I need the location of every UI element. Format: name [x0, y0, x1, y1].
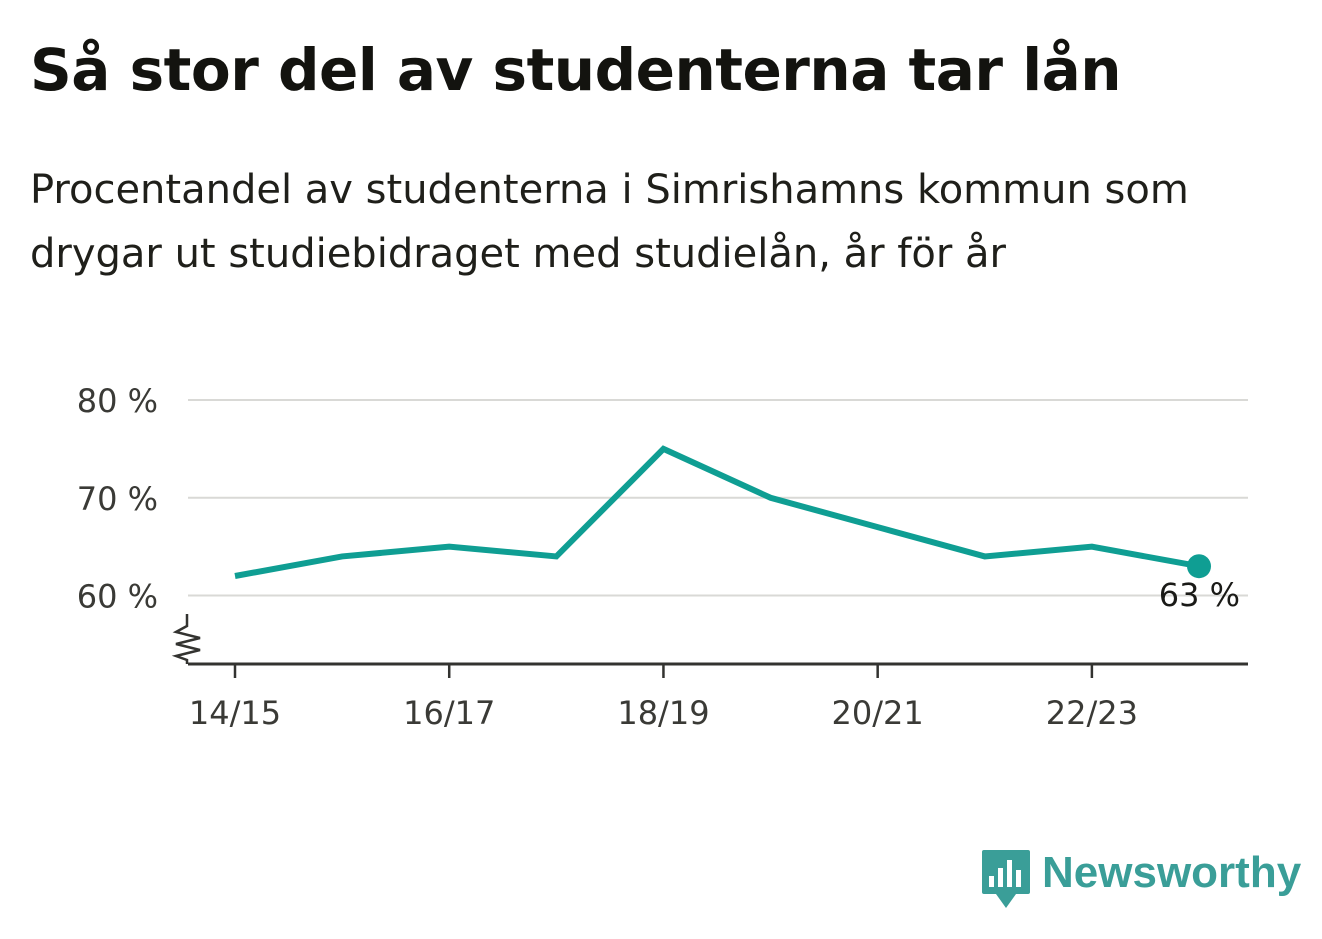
- x-tick-label: 14/15: [189, 694, 281, 732]
- x-tick-label: 20/21: [832, 694, 924, 732]
- newsworthy-logo: Newsworthy: [980, 848, 1301, 910]
- grid-lines: [188, 399, 1248, 597]
- y-tick-label: 80 %: [77, 382, 158, 420]
- y-tick-label: 70 %: [77, 480, 158, 518]
- chart-subtitle: Procentandel av studenterna i Simrishamn…: [30, 167, 1189, 277]
- series-endpoint-marker: [1187, 554, 1211, 579]
- end-value-label: 63 %: [1159, 576, 1240, 614]
- y-tick-labels: 60 % 70 % 80 %: [77, 382, 158, 616]
- x-tick-label: 18/19: [617, 694, 709, 732]
- y-axis-break-icon: [171, 614, 201, 664]
- newsworthy-logo-icon: [982, 850, 1030, 908]
- x-axis: [171, 614, 1248, 678]
- series-layer: 63 %: [234, 445, 1240, 614]
- x-tick-labels: 14/15 16/17 18/19 20/21 22/23: [189, 694, 1138, 732]
- chart-title: Så stor del av studenterna tar lån: [30, 36, 1122, 104]
- brand-name: Newsworthy: [1042, 848, 1302, 897]
- x-tick-label: 16/17: [403, 694, 495, 732]
- x-tick-label: 22/23: [1046, 694, 1138, 732]
- y-tick-label: 60 %: [77, 578, 158, 616]
- series-line: [234, 445, 1200, 579]
